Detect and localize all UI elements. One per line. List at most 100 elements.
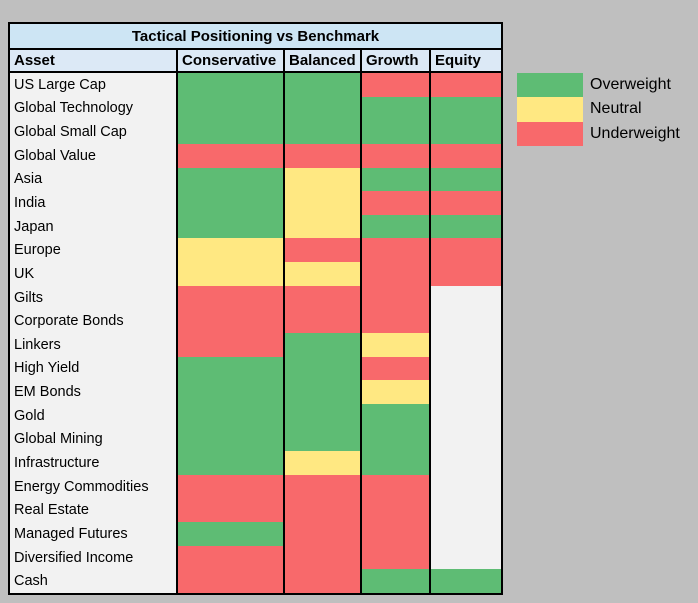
positioning-cell-underweight: [178, 498, 285, 523]
positioning-cell-underweight: [362, 143, 431, 168]
positioning-cell-overweight: [178, 356, 285, 381]
positioning-cell-overweight: [178, 427, 285, 452]
positioning-cell-underweight: [178, 285, 285, 310]
positioning-cell-overweight: [285, 427, 362, 452]
asset-label: Linkers: [10, 333, 178, 357]
positioning-cell-overweight: [362, 120, 431, 144]
positioning-cell-empty: [431, 451, 501, 475]
positioning-cell-neutral: [362, 380, 431, 404]
positioning-cell-underweight: [285, 474, 362, 499]
positioning-cell-overweight: [362, 569, 431, 593]
positioning-cell-empty: [431, 403, 501, 428]
asset-label: Corporate Bonds: [10, 309, 178, 333]
positioning-cell-overweight: [431, 120, 501, 144]
positioning-cell-underweight: [362, 73, 431, 97]
positioning-cell-underweight: [431, 262, 501, 286]
asset-label: Global Small Cap: [10, 120, 178, 144]
table-row: Energy Commodities: [10, 474, 501, 499]
table-row: Global Small Cap: [10, 120, 501, 144]
asset-label: High Yield: [10, 356, 178, 381]
asset-label: Infrastructure: [10, 451, 178, 475]
positioning-cell-overweight: [285, 120, 362, 144]
positioning-cell-neutral: [285, 262, 362, 286]
table-row: Real Estate: [10, 498, 501, 523]
table-row: Global Value: [10, 143, 501, 168]
positioning-cell-empty: [431, 380, 501, 404]
positioning-cell-overweight: [285, 96, 362, 121]
positioning-cell-underweight: [178, 569, 285, 593]
legend-item-overweight: Overweight: [517, 73, 680, 98]
positioning-cell-overweight: [178, 73, 285, 97]
table-row: UK: [10, 262, 501, 286]
positioning-cell-empty: [431, 356, 501, 381]
positioning-cell-overweight: [362, 214, 431, 239]
positioning-cell-overweight: [178, 380, 285, 404]
table-title: Tactical Positioning vs Benchmark: [10, 24, 501, 50]
table-row: Global Technology: [10, 96, 501, 121]
positioning-cell-neutral: [285, 451, 362, 475]
positioning-cell-overweight: [285, 403, 362, 428]
table-row: India: [10, 191, 501, 215]
positioning-cell-overweight: [431, 569, 501, 593]
asset-label: Global Technology: [10, 96, 178, 121]
column-header-equity: Equity: [435, 52, 481, 69]
table-row: Asia: [10, 167, 501, 192]
positioning-cell-neutral: [285, 167, 362, 192]
positioning-cell-empty: [431, 427, 501, 452]
table-row: Global Mining: [10, 427, 501, 452]
asset-label: Diversified Income: [10, 545, 178, 570]
table-header: Asset Conservative Balanced Growth Equit…: [10, 50, 501, 73]
positioning-cell-underweight: [178, 545, 285, 570]
positioning-cell-overweight: [431, 167, 501, 192]
asset-label: EM Bonds: [10, 380, 178, 404]
legend-label: Underweight: [590, 124, 680, 142]
positioning-cell-underweight: [285, 285, 362, 310]
positioning-cell-underweight: [362, 498, 431, 523]
table-row: US Large Cap: [10, 73, 501, 97]
asset-label: India: [10, 191, 178, 215]
asset-label: Japan: [10, 214, 178, 239]
positioning-cell-empty: [431, 474, 501, 499]
asset-label: Gilts: [10, 285, 178, 310]
asset-label: Energy Commodities: [10, 474, 178, 499]
table-row: EM Bonds: [10, 380, 501, 404]
table-row: Japan: [10, 214, 501, 239]
tactical-positioning-table: Tactical Positioning vs Benchmark Asset …: [8, 22, 503, 595]
column-header-asset: Asset: [10, 50, 178, 71]
positioning-cell-neutral: [285, 214, 362, 239]
table-row: Managed Futures: [10, 522, 501, 546]
positioning-cell-underweight: [285, 309, 362, 333]
positioning-cell-empty: [431, 285, 501, 310]
column-header-conservative: Conservative: [178, 50, 285, 71]
asset-label: Europe: [10, 238, 178, 263]
positioning-cell-empty: [431, 309, 501, 333]
positioning-cell-underweight: [285, 569, 362, 593]
positioning-cell-underweight: [362, 474, 431, 499]
positioning-cell-overweight: [362, 451, 431, 475]
table-row: Gold: [10, 403, 501, 428]
positioning-cell-overweight: [178, 451, 285, 475]
positioning-cell-overweight: [431, 214, 501, 239]
positioning-cell-overweight: [362, 427, 431, 452]
overweight-color-swatch: [517, 73, 583, 98]
positioning-cell-underweight: [362, 262, 431, 286]
asset-label: Real Estate: [10, 498, 178, 523]
legend-item-underweight: Underweight: [517, 121, 680, 146]
asset-label: US Large Cap: [10, 73, 178, 97]
positioning-cell-underweight: [362, 522, 431, 546]
positioning-cell-underweight: [431, 73, 501, 97]
positioning-cell-overweight: [431, 96, 501, 121]
asset-label: Managed Futures: [10, 522, 178, 546]
positioning-cell-empty: [431, 498, 501, 523]
positioning-cell-overweight: [285, 356, 362, 381]
table-row: Cash: [10, 569, 501, 593]
positioning-cell-overweight: [178, 96, 285, 121]
asset-label: Global Mining: [10, 427, 178, 452]
neutral-color-swatch: [517, 97, 583, 122]
legend: Overweight Neutral Underweight: [517, 73, 680, 146]
positioning-cell-overweight: [362, 403, 431, 428]
positioning-cell-neutral: [285, 191, 362, 215]
positioning-cell-underweight: [178, 333, 285, 357]
positioning-cell-overweight: [178, 214, 285, 239]
